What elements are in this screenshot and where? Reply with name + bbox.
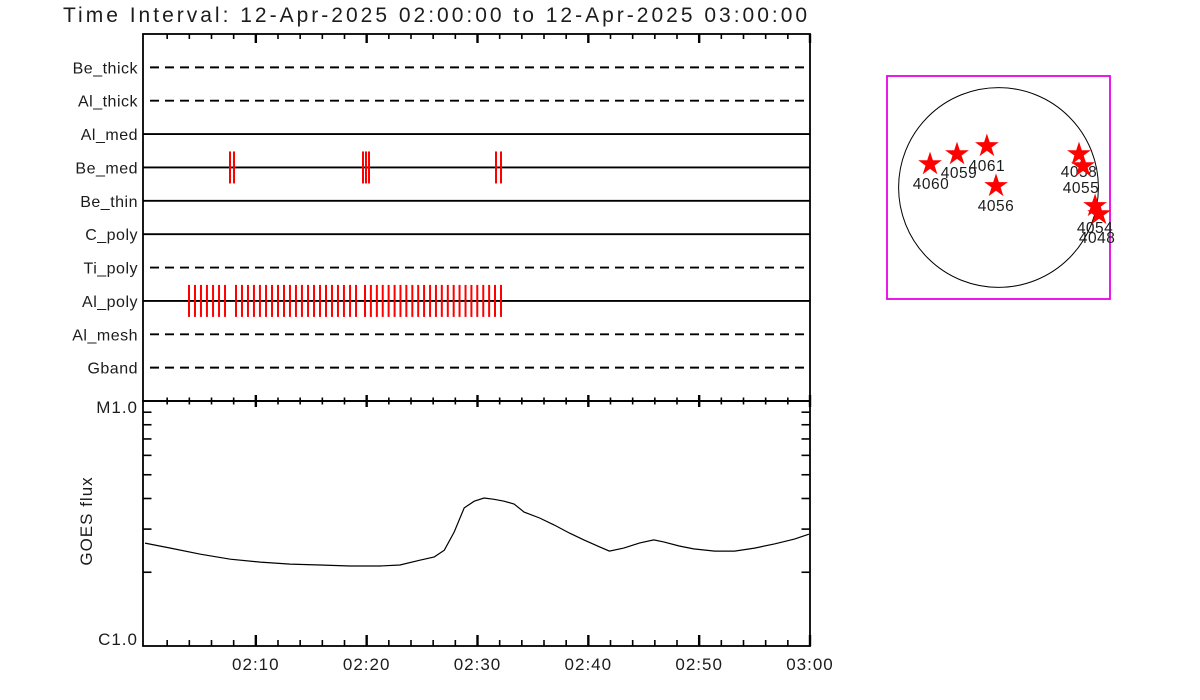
star-4061	[975, 133, 999, 157]
filter-label-C_poly: C_poly	[85, 227, 138, 244]
star-label-4056: 4056	[978, 198, 1014, 215]
star-4059	[945, 141, 969, 165]
filter-label-Al_mesh: Al_mesh	[72, 327, 138, 344]
sun-limb-circle	[898, 87, 1099, 288]
star-4060	[918, 151, 942, 175]
goes-axis-bottom-label: C1.0	[98, 630, 138, 649]
time-label-02:50: 02:50	[675, 655, 723, 674]
filter-label-Al_poly: Al_poly	[82, 294, 138, 311]
filter-label-Be_med: Be_med	[75, 160, 138, 177]
star-4055	[1071, 153, 1095, 177]
filter-label-Al_med: Al_med	[81, 127, 138, 144]
star-4048	[1087, 201, 1111, 225]
sun-box	[886, 75, 1111, 300]
star-4056	[984, 173, 1008, 197]
star-label-4054: 4054	[1077, 220, 1113, 237]
time-label-02:10: 02:10	[232, 655, 280, 674]
goes-panel-frame	[142, 400, 811, 647]
filter-label-Be_thick: Be_thick	[73, 60, 139, 77]
filter-label-Al_thick: Al_thick	[78, 94, 139, 111]
star-4054	[1083, 193, 1107, 217]
star-4058	[1067, 141, 1091, 165]
goes-curve	[144, 497, 810, 567]
time-label-02:30: 02:30	[454, 655, 502, 674]
page-title: Time Interval: 12-Apr-2025 02:00:00 to 1…	[63, 4, 811, 27]
time-label-02:20: 02:20	[343, 655, 391, 674]
star-label-4048: 4048	[1079, 230, 1115, 247]
star-label-4060: 4060	[913, 176, 949, 193]
star-label-4059: 4059	[941, 165, 977, 182]
star-label-4055: 4055	[1063, 180, 1099, 197]
time-label-02:40: 02:40	[565, 655, 613, 674]
time-label-03:00: 03:00	[786, 655, 834, 674]
filter-label-Ti_poly: Ti_poly	[84, 261, 138, 278]
filter-label-Gband: Gband	[87, 361, 138, 378]
goes-axis-top-label: M1.0	[96, 398, 138, 417]
star-label-4061: 4061	[969, 158, 1005, 175]
timeline-panel-frame	[142, 33, 811, 402]
filter-label-Be_thin: Be_thin	[80, 194, 138, 211]
